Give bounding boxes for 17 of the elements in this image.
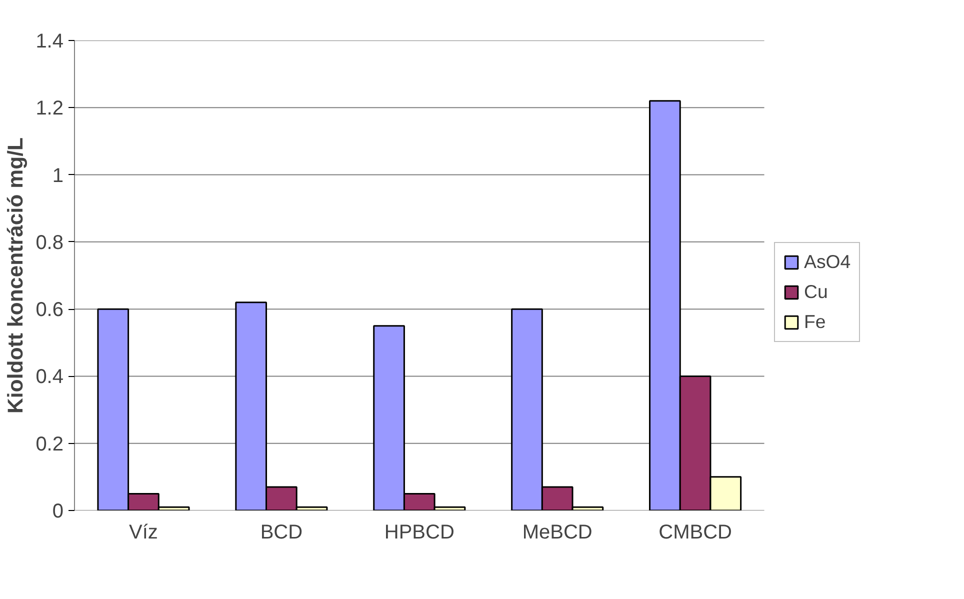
x-tick-label: HPBCD bbox=[384, 522, 454, 544]
y-tick-label: 1 bbox=[52, 164, 64, 187]
y-tick-label: 0.8 bbox=[36, 232, 64, 254]
y-tick-label: 1.2 bbox=[36, 98, 64, 120]
y-tick-label: 0 bbox=[52, 500, 64, 522]
legend-label: Cu bbox=[804, 281, 828, 303]
x-tick-label: BCD bbox=[260, 522, 303, 544]
y-tick-label: 1.4 bbox=[36, 30, 64, 52]
legend-label: Fe bbox=[804, 311, 826, 333]
x-tick-label: CMBCD bbox=[658, 522, 732, 544]
y-tick-label: 0.6 bbox=[36, 299, 64, 322]
legend-label: AsO4 bbox=[804, 251, 851, 273]
y-tick-label: 0.2 bbox=[36, 433, 64, 456]
y-axis-title: Kioldott koncentráció mg/L bbox=[4, 137, 28, 414]
x-tick-label: MeBCD bbox=[522, 522, 592, 544]
y-tick-label: 0.4 bbox=[36, 366, 64, 388]
x-tick-label: Víz bbox=[129, 522, 158, 544]
